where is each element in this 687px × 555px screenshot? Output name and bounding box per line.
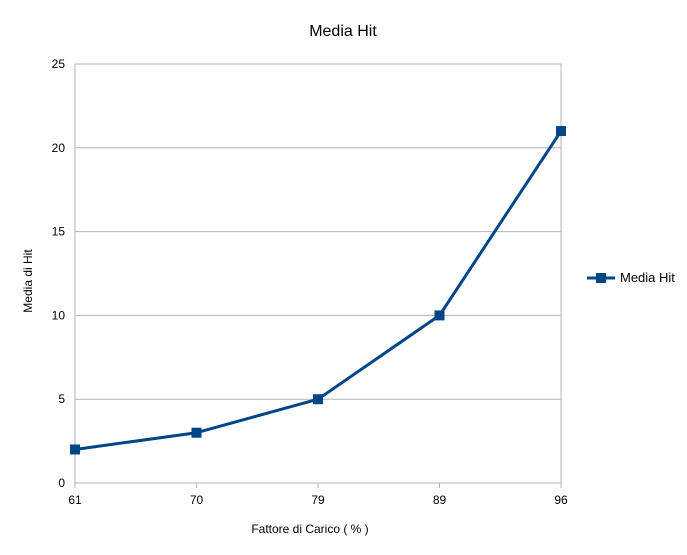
y-tick-label: 20 xyxy=(52,141,66,155)
x-tick-label: 61 xyxy=(68,493,82,507)
data-point-marker xyxy=(434,310,445,321)
data-point-marker xyxy=(191,427,202,438)
y-tick-label: 15 xyxy=(52,225,66,239)
data-point-marker xyxy=(70,444,80,455)
y-tick-label: 25 xyxy=(52,57,66,71)
data-point-marker xyxy=(313,394,323,405)
legend-label: Media Hit xyxy=(620,270,675,285)
x-tick-label: 96 xyxy=(554,493,568,507)
legend-marker-swatch xyxy=(596,273,606,283)
x-axis-label: Fattore di Carico ( % ) xyxy=(251,522,368,536)
x-tick-label: 89 xyxy=(433,493,447,507)
plot-frame xyxy=(74,63,562,484)
x-tick-label: 79 xyxy=(311,493,325,507)
x-tick-label: 70 xyxy=(190,493,204,507)
y-tick-label: 5 xyxy=(58,392,65,406)
legend: Media Hit xyxy=(587,270,675,285)
series-layer xyxy=(70,126,566,455)
grid-lines xyxy=(75,63,561,484)
y-axis-ticks: 0 5 10 15 20 25 xyxy=(52,57,66,490)
y-tick-label: 0 xyxy=(58,476,65,490)
x-axis-ticks: 61 70 79 89 96 xyxy=(68,483,568,507)
y-tick-label: 10 xyxy=(52,308,66,322)
y-axis-label: Media di Hit xyxy=(21,249,35,313)
chart-title: Media Hit xyxy=(309,23,377,40)
data-point-marker xyxy=(556,126,566,137)
